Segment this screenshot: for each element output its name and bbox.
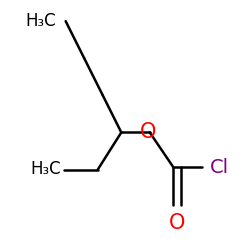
Text: O: O bbox=[169, 213, 185, 233]
Text: H₃C: H₃C bbox=[30, 160, 61, 178]
Text: O: O bbox=[140, 122, 157, 142]
Text: Cl: Cl bbox=[210, 158, 230, 176]
Text: H₃C: H₃C bbox=[25, 12, 56, 30]
